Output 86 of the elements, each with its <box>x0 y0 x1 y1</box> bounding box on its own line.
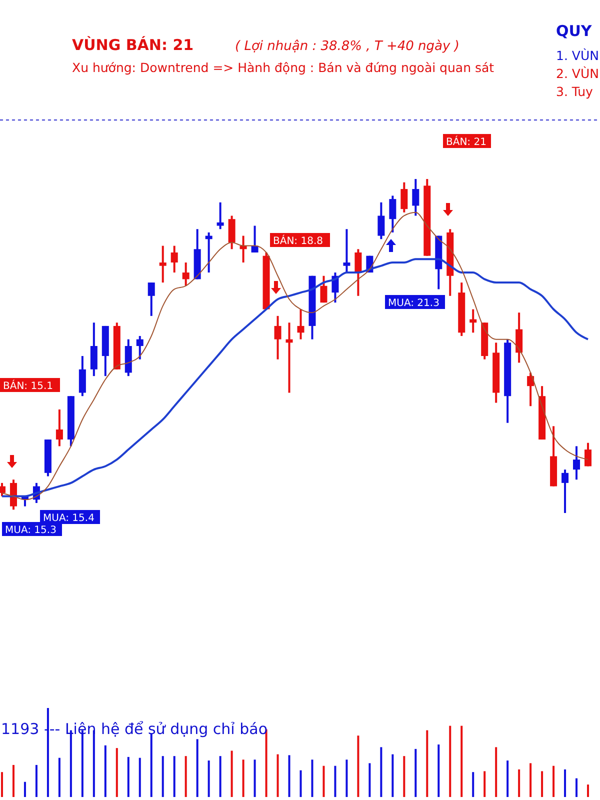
bar <box>138 758 141 797</box>
bar <box>58 758 60 797</box>
chart-subtitle: ( Lợi nhuận : 38.8% , T +40 ngày ) <box>235 39 460 54</box>
candlestick <box>228 214 236 250</box>
bar <box>300 770 302 797</box>
bar <box>357 736 360 797</box>
candlestick <box>412 178 420 217</box>
bar <box>552 766 555 797</box>
bar <box>380 747 382 797</box>
bar <box>276 754 279 797</box>
bar <box>506 760 509 797</box>
bar <box>346 760 348 797</box>
bar <box>116 748 118 797</box>
candlestick <box>400 181 408 214</box>
candlestick <box>274 314 282 360</box>
annotation: BÁN: 18.8 <box>273 234 323 247</box>
candlestick <box>297 308 304 340</box>
bar <box>150 734 152 797</box>
bar <box>288 755 290 797</box>
candlestick <box>182 262 190 287</box>
candlestick <box>562 468 569 514</box>
annotation: MUA: 15.4 <box>43 513 94 524</box>
text: 1. VÙN <box>556 48 599 63</box>
bar <box>242 760 244 797</box>
bar <box>334 766 336 797</box>
candlestick <box>56 408 63 448</box>
candlestick <box>78 355 86 398</box>
text: 2. VÙN <box>556 66 599 81</box>
annotation: BÁN: 15.1 <box>3 379 53 392</box>
bar <box>265 729 268 797</box>
candlestick <box>584 442 592 468</box>
candlestick <box>516 312 523 364</box>
bar <box>564 769 566 797</box>
candlestick <box>320 274 328 304</box>
text: Xu hướng: Downtrend => Hành động : Bán và đứng ngoài quan sát <box>72 60 494 75</box>
bar <box>208 760 210 797</box>
bar <box>311 760 314 797</box>
candlestick <box>10 478 17 511</box>
bar <box>184 756 187 797</box>
bar <box>219 756 222 797</box>
bar <box>472 772 474 797</box>
candlestick <box>573 445 580 481</box>
candlestick <box>378 201 385 240</box>
bar <box>254 760 256 797</box>
bar <box>587 784 589 797</box>
bar <box>35 764 38 797</box>
bar <box>1 772 3 797</box>
candlestick <box>389 194 396 234</box>
candlestick <box>343 228 350 274</box>
bar <box>24 782 26 797</box>
text: QUY <box>556 22 593 40</box>
bar <box>12 764 14 797</box>
candlestick <box>170 244 178 274</box>
bar <box>403 756 406 797</box>
bar <box>230 750 233 797</box>
candlestick <box>90 322 98 378</box>
bar <box>392 754 394 797</box>
bar <box>518 769 520 797</box>
bar <box>173 756 176 797</box>
text: BÁN: 21 <box>446 135 486 148</box>
bar <box>322 766 325 797</box>
bar <box>530 763 532 797</box>
bar <box>162 756 164 797</box>
bar <box>541 771 544 797</box>
annotation: MUA: 21.3 <box>388 298 440 309</box>
candlestick <box>159 244 166 284</box>
bar <box>104 745 106 797</box>
text: 3. Tuy <box>556 84 594 99</box>
bar <box>426 730 428 797</box>
candlestick <box>148 282 155 317</box>
text: MUA: 15.3 <box>5 525 56 536</box>
bar <box>368 763 371 797</box>
bar <box>414 748 417 797</box>
bar <box>495 747 498 797</box>
candlestick <box>216 201 224 230</box>
candlestick <box>136 334 144 360</box>
bar <box>460 726 463 797</box>
bar <box>484 771 486 797</box>
bar <box>46 708 49 797</box>
bar <box>576 778 578 797</box>
candlestick <box>527 372 534 408</box>
bar <box>196 739 198 797</box>
candlestick <box>354 248 362 297</box>
chart-title: VÙNG BÁN: 21 <box>72 36 194 54</box>
bar <box>438 744 440 797</box>
bar <box>449 726 452 797</box>
